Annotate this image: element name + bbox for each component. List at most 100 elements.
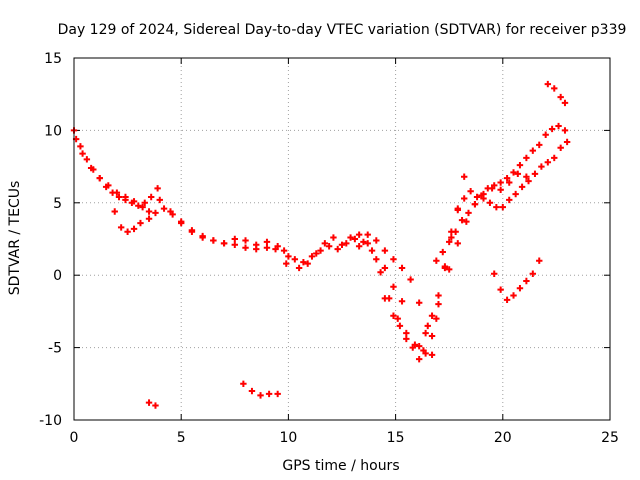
data-point [368, 247, 376, 254]
data-point [257, 392, 264, 399]
chart-title: Day 129 of 2024, Sidereal Day-to-day VTE… [58, 22, 627, 38]
data-point [461, 195, 468, 202]
data-point [523, 154, 530, 162]
data-point [512, 190, 519, 198]
data-point [308, 253, 316, 260]
data-point [105, 182, 112, 189]
data-point [510, 292, 517, 299]
data-point [424, 322, 431, 330]
data-point [381, 295, 389, 302]
data-point [364, 231, 371, 238]
data-point [396, 322, 404, 330]
data-point [497, 186, 504, 193]
data-point [317, 247, 324, 254]
data-point [415, 355, 423, 363]
data-point [285, 253, 292, 260]
data-point [551, 154, 558, 162]
data-point [242, 244, 249, 251]
data-point [497, 179, 504, 186]
data-point [381, 264, 389, 272]
data-point [231, 235, 238, 243]
data-point [156, 196, 163, 204]
data-point [167, 208, 174, 215]
data-point [210, 237, 217, 244]
data-point [355, 231, 363, 238]
data-point [83, 156, 91, 163]
data-point [480, 190, 487, 198]
data-point [536, 257, 543, 264]
data-point [548, 125, 556, 133]
x-tick-label: 10 [279, 430, 297, 446]
data-point [178, 219, 185, 227]
data-point [493, 203, 500, 211]
data-point [330, 234, 337, 241]
data-point [529, 270, 537, 277]
data-point [111, 208, 118, 215]
data-point [446, 266, 453, 273]
data-point [398, 264, 406, 272]
data-point [452, 228, 459, 235]
data-point [561, 127, 569, 134]
data-point [122, 193, 129, 201]
data-point [338, 241, 346, 248]
data-point [516, 285, 524, 292]
data-point [130, 225, 138, 233]
data-point [381, 247, 389, 254]
data-point [506, 179, 513, 186]
data-point [79, 150, 86, 157]
data-point [295, 264, 303, 272]
x-tick-label: 0 [70, 430, 79, 446]
data-point [325, 243, 333, 250]
data-point [561, 99, 569, 107]
data-point [96, 174, 103, 182]
data-point [154, 185, 161, 192]
data-point [390, 256, 397, 263]
y-tick-label: 10 [44, 123, 62, 139]
y-tick-label: 5 [53, 196, 62, 212]
data-point [491, 270, 498, 277]
data-point [313, 250, 320, 257]
y-axis-label: SDTVAR / TECUs [7, 181, 23, 296]
data-point [544, 159, 552, 166]
plot-frame [73, 57, 611, 421]
grid [74, 58, 610, 420]
data-point [448, 234, 455, 241]
data-point [141, 199, 148, 206]
data-point [510, 169, 517, 176]
data-point [377, 269, 384, 276]
data-point [422, 329, 429, 337]
data-point [514, 170, 522, 178]
data-point [199, 234, 206, 241]
data-point [454, 240, 461, 247]
data-point [248, 387, 256, 395]
x-tick-label: 25 [601, 430, 619, 446]
data-point [355, 243, 363, 250]
data-point [529, 147, 537, 154]
data-point [435, 292, 442, 299]
data-point [145, 208, 153, 215]
data-point [291, 256, 299, 263]
data-point [433, 257, 440, 264]
data-point [422, 350, 429, 357]
data-point [394, 315, 401, 322]
data-point [321, 240, 329, 247]
data-point [265, 390, 273, 398]
x-tick-label: 20 [494, 430, 512, 446]
data-point [458, 216, 466, 224]
data-point [544, 80, 552, 88]
data-point [536, 141, 543, 149]
data-point [145, 399, 153, 406]
data-point [113, 189, 121, 196]
data-point [503, 296, 511, 304]
data-point [523, 277, 530, 285]
data-point [465, 209, 472, 217]
data-point [516, 161, 524, 169]
y-tick-label: 0 [53, 268, 62, 284]
data-point [506, 196, 513, 204]
data-point [263, 244, 271, 251]
data-point [415, 299, 423, 306]
data-point [542, 131, 549, 138]
data-point [360, 238, 367, 246]
data-point [364, 240, 371, 247]
